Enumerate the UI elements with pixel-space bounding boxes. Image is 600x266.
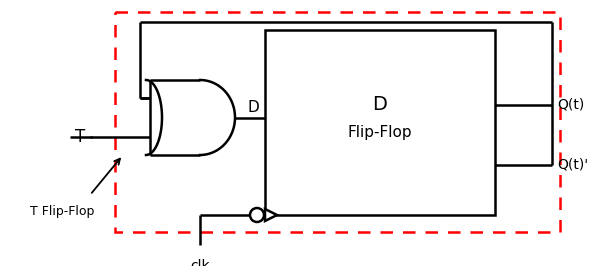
Text: Q(t): Q(t) xyxy=(557,98,584,112)
Text: D: D xyxy=(373,95,388,114)
Circle shape xyxy=(250,208,264,222)
Text: T Flip-Flop: T Flip-Flop xyxy=(30,205,94,218)
Bar xyxy=(115,12,560,232)
Text: D: D xyxy=(247,100,259,115)
Text: Flip-Flop: Flip-Flop xyxy=(347,125,412,140)
Bar xyxy=(265,30,495,215)
Polygon shape xyxy=(265,209,277,221)
Text: T: T xyxy=(75,128,85,146)
Text: clk: clk xyxy=(190,259,210,266)
Text: Q(t)': Q(t)' xyxy=(557,158,588,172)
